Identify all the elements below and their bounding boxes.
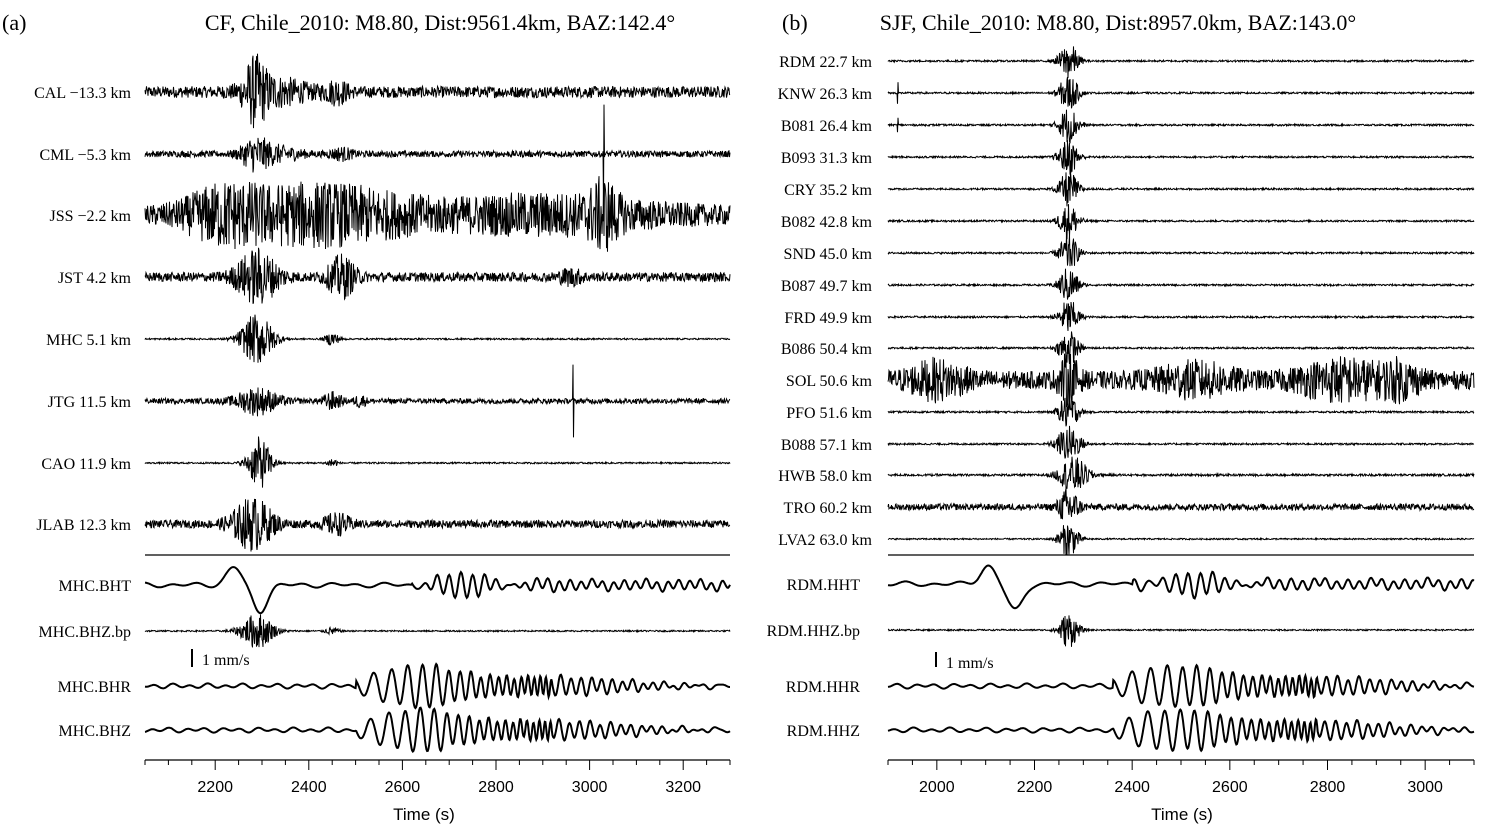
x-tick-label: 3000 — [1407, 779, 1443, 796]
trace-line — [887, 525, 1475, 556]
waveform-line — [144, 706, 731, 753]
waveform-label: MHC.BHZ.bp — [39, 624, 131, 641]
trace-line — [887, 140, 1474, 175]
waveform-line — [144, 662, 730, 710]
waveform-label: RDM.HHR — [786, 679, 861, 696]
trace-label: B087 49.7 km — [781, 278, 873, 295]
waveform-label: MHC.BHT — [59, 578, 132, 595]
scale-bar-label: 1 mm/s — [202, 652, 250, 669]
trace-line — [144, 176, 731, 252]
tick-group: 2200 2400 2600 2800 3000 3200 — [144, 760, 731, 796]
chart-title: CF, Chile_2010: M8.80, Dist:9561.4km, BA… — [205, 10, 675, 35]
trace-label: FRD 49.9 km — [784, 310, 872, 327]
panel-b: (b) SJF, Chile_2010: M8.80, Dist:8957.0k… — [767, 10, 1475, 824]
x-tick-label: 2400 — [291, 779, 327, 796]
trace-label: HWB 58.0 km — [778, 468, 872, 485]
chart-title: SJF, Chile_2010: M8.80, Dist:8957.0km, B… — [880, 10, 1356, 35]
panel-label: (a) — [2, 10, 26, 35]
trace-line — [887, 331, 1475, 365]
trace-label: MHC 5.1 km — [46, 332, 131, 349]
trace-label: JST 4.2 km — [58, 270, 132, 287]
trace-line — [887, 109, 1475, 144]
trace-line — [887, 393, 1475, 427]
trace-label: JSS −2.2 km — [50, 208, 132, 225]
waveform-label: RDM.HHT — [787, 577, 861, 594]
trace-line — [144, 247, 731, 304]
trace-label: SND 45.0 km — [784, 246, 873, 263]
panel-a: (a) CF, Chile_2010: M8.80, Dist:9561.4km… — [2, 10, 731, 824]
x-axis-title: Time (s) — [1151, 805, 1213, 824]
trace-line — [887, 351, 1475, 411]
trace-label: TRO 60.2 km — [784, 500, 873, 517]
x-tick-label: 2800 — [478, 779, 514, 796]
trace-line — [144, 314, 731, 363]
waveform-line — [144, 566, 731, 615]
x-axis-title: Time (s) — [393, 805, 455, 824]
x-tick-label: 2200 — [197, 779, 233, 796]
x-tick-label: 2200 — [1017, 779, 1053, 796]
trace-line — [887, 425, 1475, 459]
waveform-label: RDM.HHZ — [787, 723, 860, 740]
waveform-line — [887, 564, 1475, 610]
waveform-label: RDM.HHZ.bp — [767, 623, 860, 640]
trace-label: PFO 51.6 km — [786, 405, 872, 422]
trace-label: SOL 50.6 km — [786, 373, 873, 390]
waveform-line — [144, 614, 731, 648]
trace-line — [144, 364, 731, 438]
x-tick-label: 2600 — [385, 779, 421, 796]
trace-line — [887, 488, 1475, 520]
trace-line — [887, 301, 1475, 331]
panel-label: (b) — [782, 10, 808, 35]
waveform-line — [887, 615, 1475, 647]
trace-label: CRY 35.2 km — [784, 182, 872, 199]
trace-label: B082 42.8 km — [781, 214, 873, 231]
trace-label: CAO 11.9 km — [41, 456, 131, 473]
trace-label: B081 26.4 km — [781, 118, 873, 135]
trace-line — [887, 234, 1475, 267]
trace-label: B093 31.3 km — [781, 150, 873, 167]
trace-label: CML −5.3 km — [39, 147, 131, 164]
waveform-line — [887, 663, 1475, 709]
trace-label-group: CAL −13.3 km CML −5.3 km JSS −2.2 km JST 4.… — [34, 85, 131, 740]
tick-group: 2000 2200 2400 2600 2800 3000 — [887, 760, 1475, 796]
trace-label-group: RDM 22.7 km KNW 26.3 km B081 26.4 km B093 3… — [767, 54, 873, 740]
trace-line — [887, 46, 1475, 79]
trace-line — [887, 76, 1475, 109]
x-tick-label: 2800 — [1310, 779, 1346, 796]
waveform-label: MHC.BHZ — [59, 723, 131, 740]
x-tick-label: 3000 — [572, 779, 608, 796]
x-tick-label: 2600 — [1212, 779, 1248, 796]
trace-label: LVA2 63.0 km — [778, 532, 872, 549]
scale-bar: 1 mm/s — [191, 649, 250, 669]
trace-line — [144, 436, 731, 488]
trace-line — [887, 268, 1475, 300]
trace-line — [887, 204, 1475, 240]
trace-label: RDM 22.7 km — [779, 54, 872, 71]
x-tick-label: 2400 — [1114, 779, 1150, 796]
trace-label: B088 57.1 km — [781, 437, 873, 454]
trace-line — [887, 171, 1475, 207]
scale-bar-label: 1 mm/s — [946, 655, 994, 672]
trace-group — [144, 53, 731, 753]
waveform-line — [887, 708, 1475, 753]
x-tick-label: 2000 — [919, 779, 955, 796]
x-tick-label: 3200 — [665, 779, 701, 796]
trace-label: B086 50.4 km — [781, 341, 873, 358]
trace-label: JTG 11.5 km — [48, 394, 132, 411]
waveform-label: MHC.BHR — [58, 679, 132, 696]
trace-label: JLAB 12.3 km — [36, 517, 131, 534]
trace-line — [887, 456, 1475, 489]
trace-line — [144, 104, 731, 204]
trace-label: CAL −13.3 km — [34, 85, 131, 102]
trace-line — [144, 498, 731, 552]
trace-line — [144, 53, 731, 129]
trace-group — [887, 46, 1475, 753]
trace-label: KNW 26.3 km — [778, 86, 873, 103]
scale-bar: 1 mm/s — [935, 652, 994, 672]
